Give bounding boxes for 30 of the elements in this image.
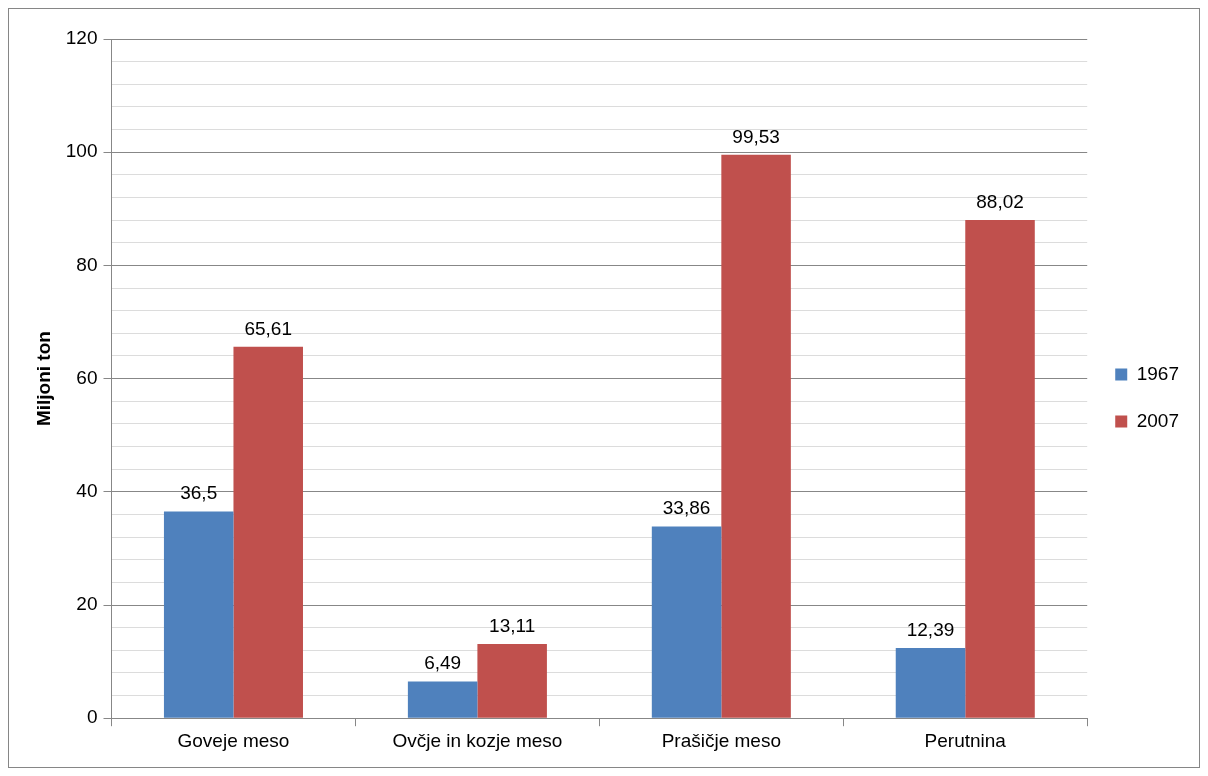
y-tick-label: 100 xyxy=(65,140,98,162)
data-label: 12,39 xyxy=(906,618,955,640)
y-tick-label: 60 xyxy=(76,366,98,388)
bar xyxy=(895,648,966,718)
bar xyxy=(233,346,303,718)
data-label: 99,53 xyxy=(732,125,780,147)
bar xyxy=(965,220,1035,718)
data-label: 13,11 xyxy=(489,614,536,636)
x-tick-label: Prašičje meso xyxy=(661,729,781,751)
legend-label: 2007 xyxy=(1136,409,1180,431)
data-label: 6,49 xyxy=(424,652,462,674)
y-axis-title: Miljoni ton xyxy=(32,331,54,427)
legend-label: 1967 xyxy=(1136,362,1180,384)
data-label: 33,86 xyxy=(662,497,711,519)
bar xyxy=(477,644,547,718)
y-tick-label: 40 xyxy=(76,480,98,502)
y-tick-label: 120 xyxy=(65,27,98,49)
bar xyxy=(407,681,478,718)
bar xyxy=(721,154,791,718)
data-label: 65,61 xyxy=(244,317,292,339)
x-tick-label: Perutnina xyxy=(924,729,1007,751)
x-tick-label: Ovčje in kozje meso xyxy=(392,729,563,751)
data-label: 36,5 xyxy=(180,482,218,504)
y-tick-label: 80 xyxy=(76,253,98,275)
x-tick-label: Goveje meso xyxy=(177,729,290,751)
bar xyxy=(651,526,722,718)
data-label: 88,02 xyxy=(976,190,1024,212)
bar xyxy=(163,511,234,718)
y-tick-label: 20 xyxy=(76,593,98,615)
y-tick-label: 0 xyxy=(86,706,98,728)
